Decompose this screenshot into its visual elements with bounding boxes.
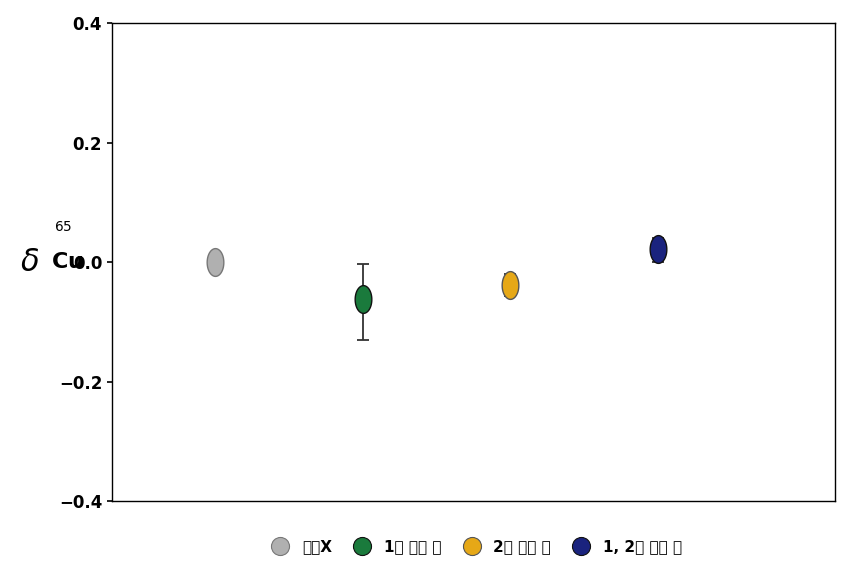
- Point: [356, 295, 369, 304]
- Point: [504, 280, 517, 290]
- Text: $^{65}$: $^{65}$: [53, 222, 72, 241]
- Point: [208, 257, 222, 266]
- Text: $\delta$: $\delta$: [21, 248, 40, 277]
- Legend: 처리X, 1차 컴럼 후, 2차 컴럼 후, 1, 2차 컴럼 후: 처리X, 1차 컴럼 후, 2차 컴럼 후, 1, 2차 컴럼 후: [259, 533, 688, 561]
- Point: [651, 244, 665, 254]
- Text: $\bf{Cu}$: $\bf{Cu}$: [51, 252, 83, 272]
